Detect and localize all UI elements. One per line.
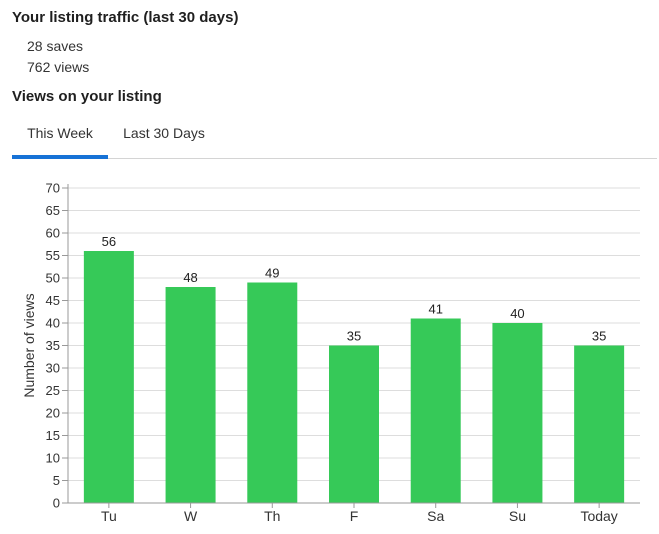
chart-tabs: This Week Last 30 Days: [12, 117, 657, 159]
y-tick-label: 40: [46, 316, 60, 331]
y-tick-label: 55: [46, 248, 60, 263]
bar: [492, 323, 543, 503]
tab-this-week[interactable]: This Week: [12, 117, 108, 159]
bar: [83, 251, 134, 503]
y-tick-label: 35: [46, 338, 60, 353]
bar-value-label: 41: [428, 302, 442, 317]
views-bar-chart: 0 5 10 15 20 25 30 35 40 45 50 55 60 65 70 Number of vi…: [21, 181, 640, 524]
x-tick-label: Th: [264, 508, 280, 524]
y-tick-label: 45: [46, 293, 60, 308]
tab-last-30-days[interactable]: Last 30 Days: [123, 125, 205, 141]
y-tick-label: 15: [46, 428, 60, 443]
y-tick-label: 0: [53, 496, 60, 511]
x-tick-label: Sa: [427, 508, 444, 524]
bar: [574, 345, 625, 503]
views-heading: Views on your listing: [12, 88, 162, 105]
x-tick-label: W: [184, 508, 198, 524]
y-tick-label: 25: [46, 383, 60, 398]
x-tick-label: Tu: [101, 508, 117, 524]
bar-value-label: 48: [183, 270, 197, 285]
bar: [329, 345, 379, 503]
bar: [165, 287, 216, 503]
y-tick-label: 10: [46, 451, 60, 466]
traffic-heading: Your listing traffic (last 30 days): [12, 9, 239, 26]
bar: [247, 282, 298, 503]
saves-count: 28 saves: [27, 38, 84, 54]
views-count: 762 views: [27, 59, 90, 75]
x-tick-label: F: [350, 508, 359, 524]
y-tick-label: 60: [46, 226, 60, 241]
y-tick-label: 20: [46, 406, 60, 421]
y-tick-label: 65: [46, 203, 60, 218]
y-tick-label: 5: [53, 473, 60, 488]
bar-value-label: 56: [102, 234, 116, 249]
x-tick-label: Today: [580, 508, 617, 524]
y-tick-label: 30: [46, 361, 60, 376]
bar: [410, 318, 461, 503]
bar-value-label: 49: [265, 266, 279, 281]
x-tick-label: Su: [509, 508, 526, 524]
bar-value-label: 35: [592, 329, 606, 344]
y-tick-label: 70: [46, 181, 60, 196]
bar-value-label: 35: [347, 329, 361, 344]
bar-value-label: 40: [510, 306, 524, 321]
y-axis-label: Number of views: [21, 293, 37, 397]
y-tick-label: 50: [46, 271, 60, 286]
